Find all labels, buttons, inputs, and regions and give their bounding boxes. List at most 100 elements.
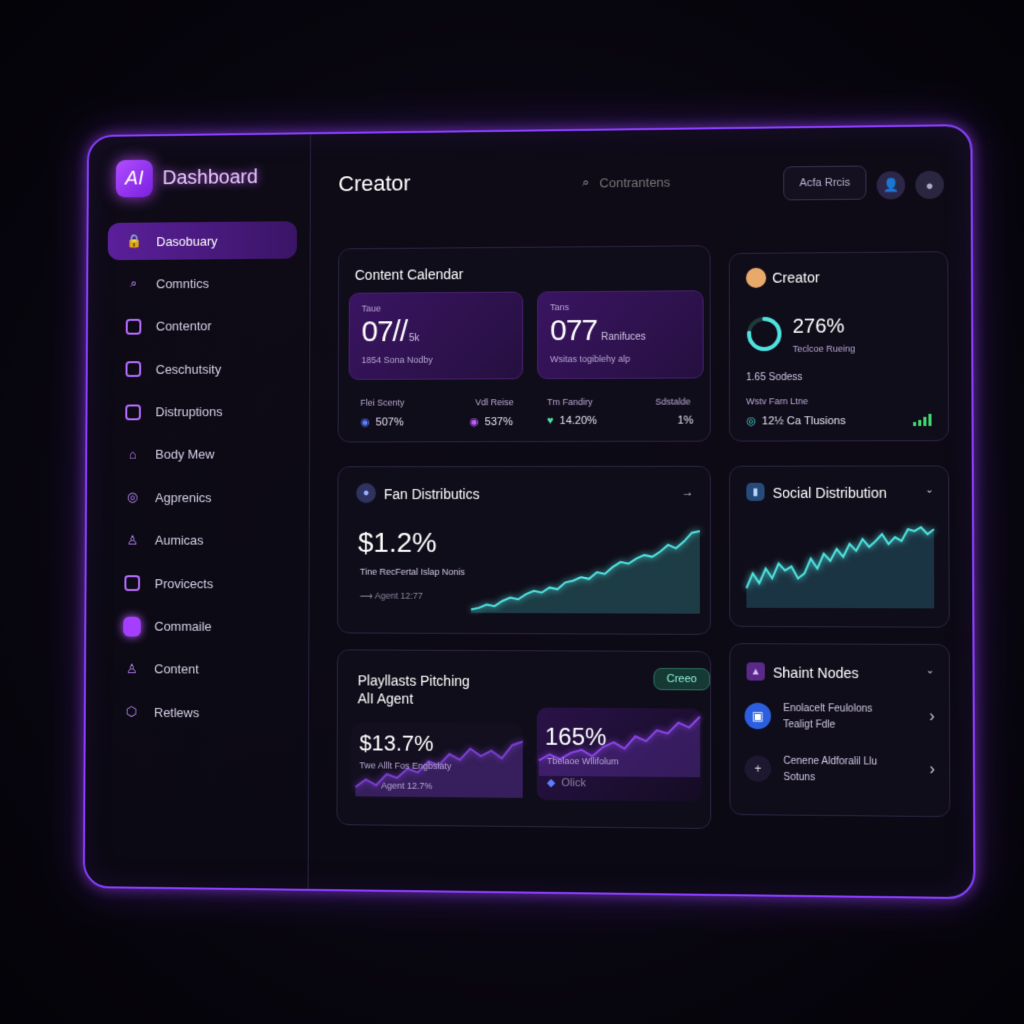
id-card-icon — [125, 360, 143, 378]
stat-label-1: Flei Scenty — [360, 397, 405, 408]
create-pill-button[interactable]: Creeo — [653, 667, 711, 691]
creator-avatar — [745, 267, 767, 288]
calendar-tile-1[interactable]: Taue 07// 5k 1854 Sona Nodby — [348, 291, 524, 380]
sidebar-item-10[interactable]: ♙ Content — [105, 650, 295, 689]
progress-ring — [746, 316, 783, 352]
playlist-caption-1: Twe Alllt Fos Engbslaty — [359, 760, 452, 772]
sidebar-item-label: Provicects — [154, 575, 214, 591]
node-row-line2: Tealigt Fdle — [783, 719, 836, 731]
nodes-icon: ▲ — [746, 662, 765, 681]
playlist-chart-right — [539, 712, 700, 778]
stat-2: ◉ 537% — [469, 415, 513, 429]
creator-card: Creator 276% Teclcoe Rueing 1.65 Sodess … — [728, 251, 950, 442]
playlist-agent-1: Agent 12.7% — [381, 780, 433, 791]
globe-icon: ◎ — [746, 415, 756, 428]
sidebar-item-label: Contentor — [155, 318, 212, 334]
node-row-2[interactable]: + Cenene Aldforalil Llu Sotuns › — [730, 644, 948, 783]
node-row-line2: Sotuns — [783, 771, 816, 784]
playlist-action-2[interactable]: ◆ Olick — [546, 776, 586, 790]
stat-4: 1% — [677, 415, 693, 427]
fan-distribution-chart-area — [471, 530, 700, 614]
sidebar-item-6[interactable]: ◎ Agprenics — [106, 479, 296, 517]
fan-caption: Tine RecFertal Islap Nonis — [359, 566, 465, 577]
chevron-right-icon: › — [929, 760, 935, 779]
stat-value: 507% — [375, 415, 404, 428]
tile-label: Tans — [550, 302, 570, 313]
card-title: Creator — [772, 269, 820, 286]
playlist-panel-right: 165% Tbelaoe Wllifolum ◆ Olick — [537, 707, 702, 802]
wifi-icon: ◉ — [360, 416, 370, 429]
tile-suffix: 5k — [408, 332, 420, 344]
sidebar-item-label: Distruptions — [155, 404, 223, 420]
sidebar-item-4[interactable]: Distruptions — [107, 393, 297, 431]
node-row-line1: Enolacelt Feulolons — [783, 703, 873, 715]
stat-label-3: Tm Fandiry — [547, 396, 593, 408]
playlist-chart-left-area — [355, 740, 523, 798]
sidebar-item-9[interactable]: Commaile — [106, 607, 296, 645]
tile-suffix: Ranifuces — [601, 331, 646, 343]
image-icon: ▣ — [744, 702, 772, 730]
creator-detail: ◎ 12½ Ca Tlusions — [746, 414, 846, 428]
stat-value: 1% — [677, 414, 694, 427]
sidebar-item-7[interactable]: ♙ Aumicas — [106, 522, 296, 560]
home-icon: ⌂ — [129, 447, 137, 463]
sidebar-item-3[interactable]: Ceschutsity — [107, 350, 297, 388]
list-icon — [124, 403, 142, 421]
book-icon: ▮ — [746, 482, 765, 501]
shaint-nodes-card: ▲ Shaint Nodes ⌄ ▣ Enolacelt Feulolons T… — [729, 643, 951, 818]
social-distribution-chart-area — [746, 527, 935, 609]
fan-agent: ⟶ Agent 12:77 — [359, 590, 423, 601]
user-icon[interactable]: 👤 — [876, 171, 906, 200]
playlist-value-2: 165% — [544, 723, 607, 752]
ai-logo-icon: AI — [115, 159, 153, 198]
stat-label-2: Vdl Reise — [475, 397, 514, 408]
chevron-down-icon[interactable]: ⌄ — [925, 484, 934, 496]
stat-value: 537% — [484, 415, 513, 428]
card-title: Shaint Nodes — [772, 664, 859, 682]
sidebar-item-8[interactable]: Provicects — [106, 564, 296, 602]
brand[interactable]: AI Dashboard — [115, 159, 258, 198]
arrow-right-icon[interactable]: → — [681, 484, 694, 499]
page-title: Creator — [338, 170, 411, 197]
agent-text: Agent 12:77 — [374, 590, 423, 601]
brand-name: Dashboard — [162, 165, 258, 189]
hexagon-icon: ⬡ — [125, 704, 138, 720]
search-input[interactable] — [599, 173, 741, 190]
profile-avatar[interactable]: ● — [915, 170, 945, 200]
tile-label: Taue — [361, 303, 381, 314]
sidebar-item-5[interactable]: ⌂ Body Mew — [107, 436, 297, 474]
user-icon: ● — [356, 483, 376, 504]
stat-1: ◉ 507% — [360, 415, 404, 429]
playlist-panel-left: $13.7% Twe Alllt Fos Engbslaty Agent 12.… — [351, 722, 522, 800]
search-box[interactable]: ⌕ — [570, 165, 761, 199]
stat-label-4: Sdstalde — [655, 396, 691, 407]
sidebar-item-1[interactable]: ⌕ Comntics — [107, 264, 296, 303]
tile-value: 07// — [361, 315, 408, 349]
creator-percent-caption: Teclcoe Rueing — [792, 343, 856, 354]
header-action-button[interactable]: Acfa Rrcis — [783, 165, 867, 201]
sidebar-item-11[interactable]: ⬡ Retlews — [105, 693, 295, 732]
card-title: Social Distribution — [772, 484, 887, 501]
chevron-down-icon[interactable]: ⌄ — [925, 665, 935, 677]
grid-icon — [123, 574, 141, 592]
node-row-1[interactable]: ▣ Enolacelt Feulolons Tealigt Fdle › — [730, 644, 948, 731]
playlist-value-1: $13.7% — [359, 730, 434, 756]
heart-icon: ♥ — [547, 415, 554, 428]
sidebar-item-2[interactable]: Contentor — [107, 307, 296, 346]
fan-value: $1.2% — [357, 526, 437, 558]
sidebar-nav: 🔒 Dasobuary ⌕ Comntics Contentor Ceschutsity D… — [105, 221, 297, 737]
sidebar-item-label: Content — [154, 661, 199, 677]
sidebar-item-label: Body Mew — [155, 447, 215, 463]
card-title: Content Calendar — [354, 266, 464, 283]
sidebar-item-label: Aumicas — [154, 532, 204, 548]
sidebar-item-0[interactable]: 🔒 Dasobuary — [107, 221, 297, 261]
signal-bars-icon — [913, 413, 932, 427]
chevron-right-icon: › — [929, 707, 935, 726]
creator-small-label: Wstv Farn Ltne — [746, 396, 809, 407]
social-distribution-chart — [746, 523, 935, 609]
diamond-icon: ◆ — [546, 776, 556, 790]
sidebar-item-label: Dasobuary — [156, 233, 218, 249]
playlist-caption-2: Tbelaoe Wllifolum — [546, 755, 619, 767]
content-calendar-card: Content Calendar Taue 07// 5k 1854 Sona … — [337, 245, 711, 443]
calendar-tile-2[interactable]: Tans 077 Ranifuces Wsitas togiblehy alp — [537, 290, 704, 380]
